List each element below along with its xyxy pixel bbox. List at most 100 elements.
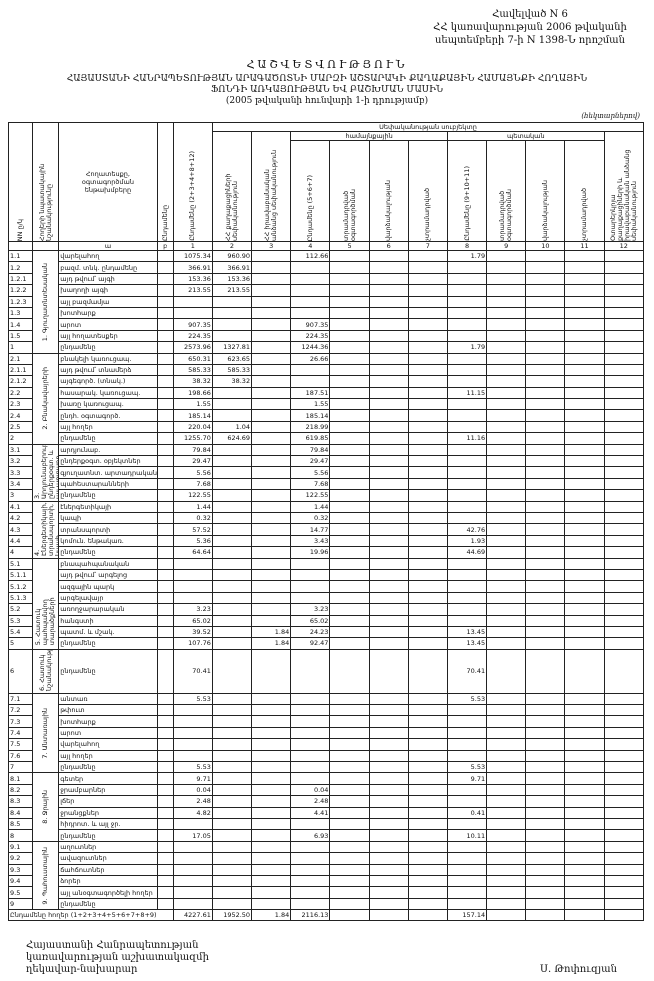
value-cell	[368, 489, 409, 502]
row-number: 8.3	[7, 795, 34, 808]
value-cell	[368, 738, 409, 751]
value-cell	[211, 760, 253, 774]
value-cell	[211, 568, 253, 582]
land-type: առողջարարական	[58, 603, 158, 616]
value-cell	[564, 318, 605, 331]
value-cell	[525, 625, 566, 639]
value-cell	[368, 568, 409, 582]
value-cell	[446, 489, 488, 502]
value-cell	[446, 897, 488, 911]
value-cell	[329, 625, 370, 639]
small-cell	[156, 409, 174, 422]
value-cell	[564, 477, 605, 491]
value-cell	[446, 749, 488, 763]
header-cell: չտրամադրված	[564, 140, 605, 242]
land-type: ընդամենը	[58, 637, 158, 650]
value-cell	[564, 295, 605, 308]
value-cell	[407, 648, 448, 694]
small-cell	[156, 603, 174, 616]
value-cell: 153.36	[211, 272, 253, 286]
row-number: 6	[7, 648, 34, 694]
small-cell	[156, 591, 174, 605]
value-cell	[368, 772, 409, 785]
column-number: 3	[251, 241, 292, 251]
value-cell	[525, 420, 566, 434]
value-cell	[486, 284, 527, 297]
land-type: ընդամենը	[58, 897, 158, 911]
value-cell	[329, 363, 370, 377]
value-cell	[603, 557, 645, 570]
value-cell	[603, 648, 645, 694]
value-cell: 960.90	[211, 249, 253, 263]
value-cell: 24.23	[290, 625, 331, 639]
row-number: 5.1.1	[7, 568, 34, 582]
value-cell	[211, 295, 253, 308]
value-cell	[211, 625, 253, 639]
header-text: տրամադրված օգտագործման	[498, 188, 514, 241]
land-type: ընդամենը	[58, 829, 158, 842]
value-cell	[211, 591, 253, 605]
small-cell	[156, 261, 174, 274]
value-cell	[446, 603, 488, 616]
value-cell	[329, 874, 370, 888]
value-cell	[251, 557, 292, 570]
value-cell	[525, 341, 566, 354]
value-cell	[329, 806, 370, 819]
row-number: 2.1.1	[7, 363, 34, 377]
value-cell: 1255.70	[172, 432, 213, 445]
header-cell: Օտարերկրյա քաղաքացիների և իրավաբանական ա…	[603, 131, 645, 242]
value-cell	[446, 852, 488, 865]
value-cell	[290, 692, 331, 706]
value-cell	[446, 352, 488, 365]
value-cell	[211, 511, 253, 525]
value-cell: 619.85	[290, 432, 331, 445]
value-cell	[407, 375, 448, 388]
value-cell	[211, 637, 253, 650]
value-cell: 122.55	[172, 489, 213, 502]
value-cell	[251, 295, 292, 308]
value-cell: 107.76	[172, 637, 213, 650]
small-cell	[156, 886, 174, 899]
value-cell	[486, 318, 527, 331]
signer-name: Ս. Թոփուզյան	[540, 964, 617, 975]
value-cell	[603, 783, 645, 797]
value-cell	[564, 420, 605, 434]
value-cell	[211, 523, 253, 536]
value-cell	[486, 363, 527, 377]
value-cell: 2.48	[290, 795, 331, 808]
value-cell	[486, 840, 527, 854]
value-cell	[486, 614, 527, 627]
value-cell	[211, 455, 253, 468]
row-number: 3.1	[7, 443, 34, 457]
group-cell: 8. Ջրային	[32, 772, 60, 842]
appendix-line: ՀՀ կառավարության 2006 թվականի	[433, 22, 627, 33]
small-cell	[156, 738, 174, 751]
land-type: տրանսպորտի	[58, 523, 158, 536]
value-cell	[525, 591, 566, 605]
value-cell	[603, 760, 645, 774]
value-cell	[211, 726, 253, 740]
value-cell	[329, 546, 370, 559]
value-cell	[211, 557, 253, 570]
value-cell	[251, 306, 292, 320]
value-cell	[407, 568, 448, 582]
small-cell	[156, 874, 174, 888]
small-cell	[156, 557, 174, 570]
value-cell	[329, 318, 370, 331]
land-type: այլ հողեր	[58, 420, 158, 434]
value-cell	[564, 466, 605, 479]
value-cell: 29.47	[172, 455, 213, 468]
value-cell	[486, 580, 527, 593]
small-cell	[156, 306, 174, 320]
land-type: այլ անօգտագործելի հողեր	[58, 886, 158, 899]
value-cell	[368, 760, 409, 774]
value-cell	[329, 272, 370, 286]
header-cell: տրամադրված օգտագործման	[329, 140, 370, 242]
subtitle-line: ՀԱՅԱՍՏԱՆԻ ՀԱՆՐԱՊԵՏՈՒԹՅԱՆ ԱՐԱԳԱԾՈՏՆԻ ՄԱՐԶ…	[66, 74, 588, 84]
header-text: 2. Բնակավայրերի	[41, 367, 50, 430]
value-cell	[368, 817, 409, 831]
row-number: 9	[7, 897, 34, 911]
header-text: Ընդամենը	[160, 205, 169, 241]
value-cell	[368, 829, 409, 842]
value-cell: 2116.13	[290, 909, 331, 922]
